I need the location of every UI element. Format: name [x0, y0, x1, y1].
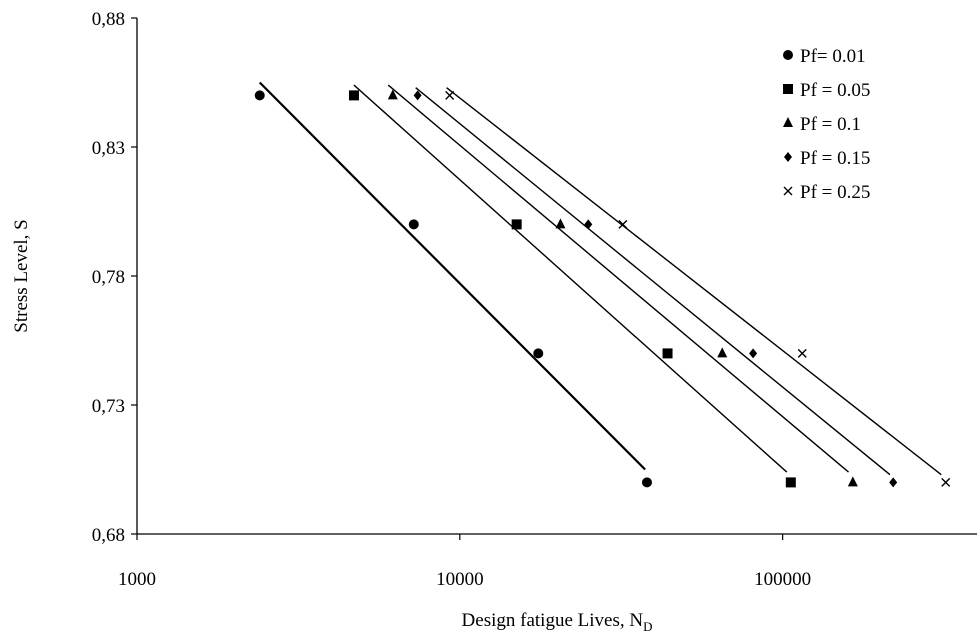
- x-tick-label: 10000: [436, 569, 484, 590]
- y-tick-label: 0,83: [92, 138, 125, 159]
- legend-marker: [783, 50, 793, 60]
- trend-line: [446, 87, 942, 476]
- legend-marker: [783, 84, 793, 94]
- x-axis-ticks: 1000 10000 100000: [118, 534, 811, 590]
- legend-label: Pf = 0.15: [800, 148, 870, 169]
- legend-label: Pf = 0.05: [800, 80, 870, 101]
- data-point: [618, 219, 628, 229]
- trend-line: [258, 81, 646, 471]
- data-point: [511, 219, 522, 230]
- x-tick-label: 1000: [118, 569, 156, 590]
- legend-label: Pf= 0.01: [800, 46, 866, 67]
- x-tick-label: 100000: [754, 569, 811, 590]
- data-point: [941, 477, 951, 487]
- data-point: [847, 476, 858, 487]
- legend-label: Pf = 0.25: [800, 182, 870, 203]
- trend-line: [387, 84, 849, 473]
- data-point: [584, 219, 593, 230]
- legend-label: Pf = 0.1: [800, 114, 861, 135]
- y-tick-label: 0,88: [92, 9, 125, 30]
- regression-lines: [258, 81, 942, 476]
- data-point: [717, 347, 728, 358]
- data-point: [387, 89, 398, 100]
- legend-marker: [783, 186, 793, 196]
- legend-marker: [784, 152, 792, 162]
- y-tick-label: 0,68: [92, 525, 125, 546]
- y-axis-ticks: 0,68 0,73 0,78 0,83 0,88: [92, 9, 137, 546]
- data-point: [749, 348, 758, 359]
- data-point: [785, 477, 796, 488]
- data-point: [533, 348, 544, 359]
- data-point: [445, 90, 455, 100]
- x-axis-title-subscript: D: [643, 619, 652, 634]
- y-tick-label: 0,73: [92, 396, 125, 417]
- y-axis-title: Stress Level, S: [11, 219, 32, 332]
- y-tick-label: 0,78: [92, 267, 125, 288]
- data-points: [254, 89, 951, 488]
- trend-line: [415, 87, 891, 476]
- data-point: [889, 477, 898, 488]
- data-point: [641, 477, 652, 488]
- x-axis-title-main: Design fatigue Lives, N: [462, 610, 644, 631]
- data-point: [254, 90, 265, 101]
- data-point: [662, 348, 673, 359]
- data-point: [348, 90, 359, 101]
- data-point: [413, 90, 422, 101]
- data-point: [408, 219, 419, 230]
- data-point: [797, 348, 807, 358]
- legend-marker: [783, 117, 793, 127]
- data-point: [555, 218, 566, 229]
- x-axis-title: Design fatigue Lives, ND: [462, 610, 653, 634]
- legend: Pf= 0.01 Pf = 0.05 Pf = 0.1 Pf = 0.15 Pf = 0…: [783, 46, 870, 203]
- trend-line: [353, 84, 788, 473]
